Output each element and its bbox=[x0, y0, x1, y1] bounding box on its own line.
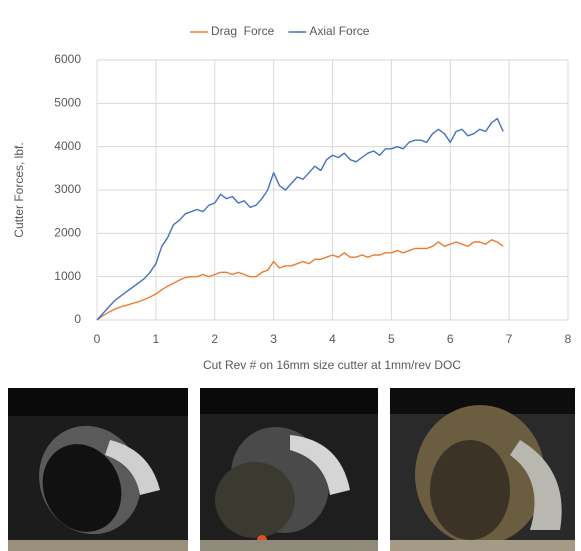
y-tick-label: 2000 bbox=[54, 226, 81, 240]
y-tick-label: 5000 bbox=[54, 96, 81, 110]
legend-label: Drag Force bbox=[211, 24, 275, 38]
y-tick-label: 4000 bbox=[54, 139, 81, 153]
x-tick-label: 3 bbox=[270, 332, 277, 346]
x-axis-label: Cut Rev # on 16mm size cutter at 1mm/rev… bbox=[203, 358, 461, 372]
x-tick-label: 4 bbox=[329, 332, 336, 346]
x-tick-label: 6 bbox=[447, 332, 454, 346]
data-line bbox=[97, 119, 503, 321]
legend-label: Axial Force bbox=[309, 24, 369, 38]
y-tick-label: 0 bbox=[74, 312, 81, 326]
photo-strip bbox=[0, 380, 581, 551]
page: {"chart_data": {"type": "line", "x_label… bbox=[0, 0, 581, 551]
chart: Cutter Forces, lbf. Cut Rev # on 16mm si… bbox=[0, 0, 581, 380]
x-tick-label: 1 bbox=[153, 332, 160, 346]
data-line bbox=[97, 240, 503, 320]
photo-2 bbox=[200, 388, 378, 551]
y-axis-label: Cutter Forces, lbf. bbox=[12, 142, 26, 237]
x-tick-label: 0 bbox=[94, 332, 101, 346]
y-tick-label: 1000 bbox=[54, 269, 81, 283]
x-tick-label: 8 bbox=[565, 332, 572, 346]
photo-3 bbox=[390, 388, 575, 551]
y-tick-label: 6000 bbox=[54, 52, 81, 66]
y-tick-label: 3000 bbox=[54, 182, 81, 196]
x-tick-label: 7 bbox=[506, 332, 513, 346]
x-tick-label: 2 bbox=[211, 332, 218, 346]
photo-1 bbox=[8, 388, 188, 551]
x-tick-label: 5 bbox=[388, 332, 395, 346]
